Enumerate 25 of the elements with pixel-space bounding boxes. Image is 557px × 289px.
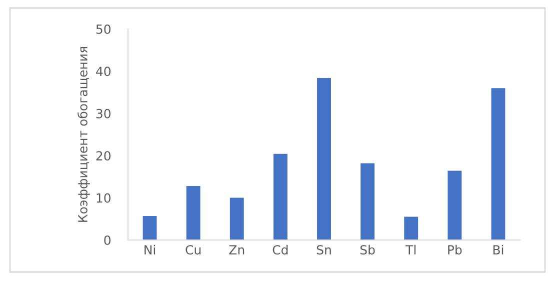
bar bbox=[273, 154, 288, 240]
x-tick-label: Pb bbox=[448, 244, 462, 255]
x-tick-label: Bi bbox=[493, 244, 504, 254]
x-tick-label: Zn bbox=[229, 245, 244, 254]
x-tick-label: Cu bbox=[186, 245, 201, 255]
y-tick-label: 10 bbox=[96, 193, 111, 203]
bar bbox=[360, 163, 375, 240]
bar bbox=[317, 78, 331, 240]
bar bbox=[142, 216, 157, 240]
y-tick-label: 0 bbox=[104, 235, 111, 245]
bar bbox=[491, 88, 506, 240]
bar bbox=[404, 216, 418, 240]
x-tick-label: Sb bbox=[360, 244, 375, 255]
bar bbox=[448, 170, 462, 240]
bar bbox=[186, 186, 200, 240]
y-tick-label: 30 bbox=[96, 108, 111, 118]
y-tick-label: 40 bbox=[96, 66, 111, 76]
y-tick-label: 50 bbox=[96, 24, 111, 34]
bar bbox=[230, 198, 244, 240]
x-tick-label: Tl bbox=[406, 244, 416, 254]
x-tick-label: Cd bbox=[272, 244, 288, 255]
x-tick-label: Sn bbox=[316, 245, 331, 255]
x-tick-label: Ni bbox=[144, 244, 156, 254]
y-axis-title: Коэффициент обогащения bbox=[78, 46, 90, 222]
y-tick-label: 20 bbox=[96, 151, 111, 161]
